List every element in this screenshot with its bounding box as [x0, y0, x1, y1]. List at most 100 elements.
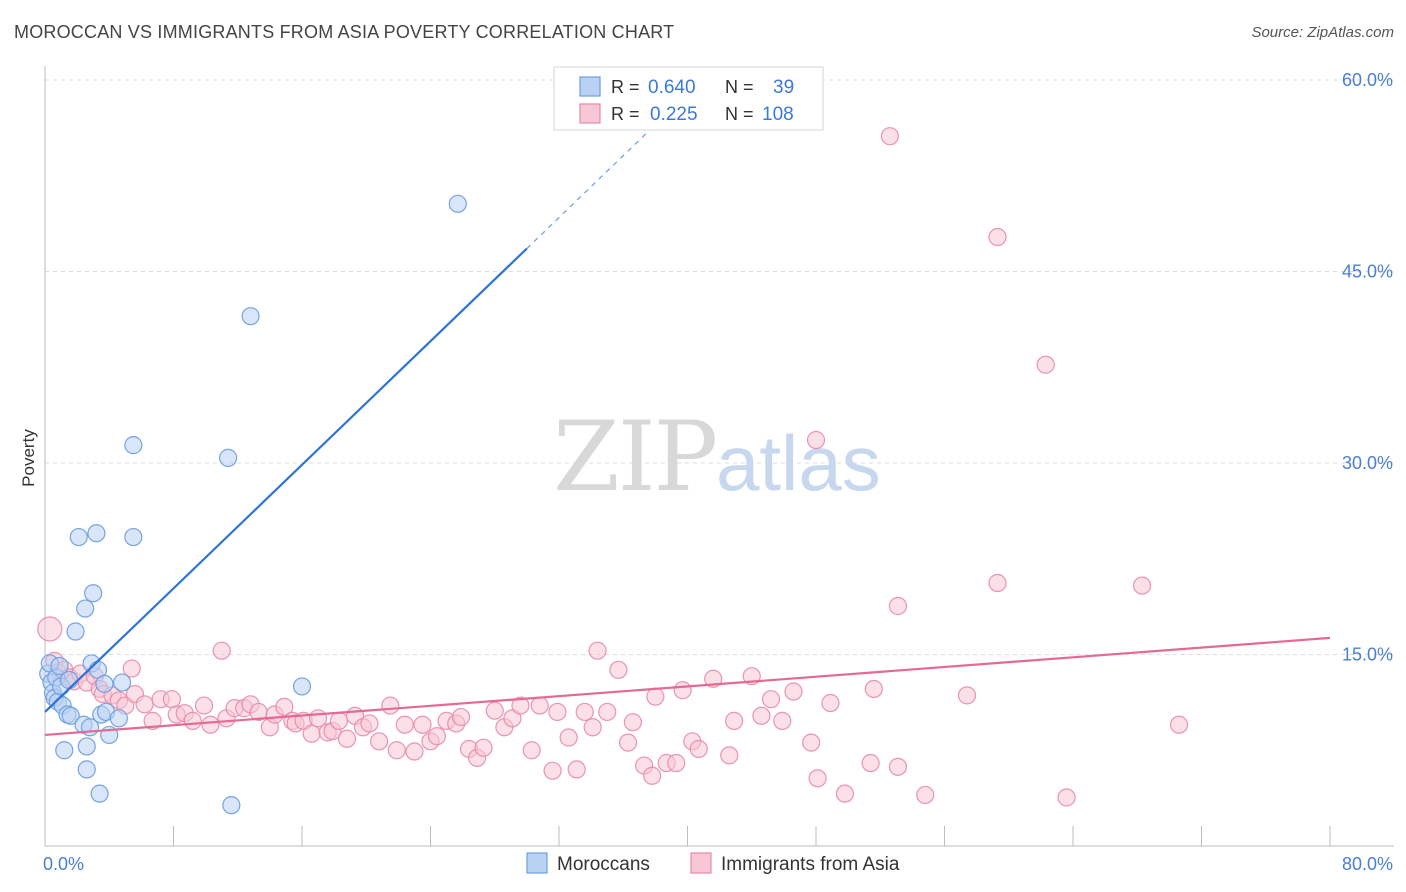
stats-pink-n-value: 108	[762, 104, 794, 125]
y-tick-label: 30.0%	[1342, 453, 1393, 473]
moroccans-point	[448, 194, 467, 213]
immigrants-asia-point	[451, 707, 471, 727]
moroccans-point	[69, 527, 88, 547]
moroccans-point	[87, 524, 106, 543]
immigrants-asia-point	[381, 696, 400, 715]
immigrants-asia-point	[575, 702, 594, 722]
immigrants-asia-point	[773, 711, 792, 730]
stats-blue-r-value: 0.640	[648, 77, 696, 98]
immigrants-asia-point	[337, 729, 357, 748]
immigrants-asia-point	[474, 738, 493, 757]
immigrants-asia-point	[598, 702, 617, 722]
legend-asia-swatch	[690, 852, 712, 874]
immigrants-asia-point	[329, 711, 349, 730]
chart-title: MOROCCAN VS IMMIGRANTS FROM ASIA POVERTY…	[14, 22, 675, 42]
immigrants-asia-point	[667, 753, 686, 773]
immigrants-asia-point	[835, 784, 855, 803]
immigrants-asia-point	[646, 687, 665, 706]
immigrants-asia-point	[861, 753, 880, 773]
stats-legend-box: R = 0.640 N = 39 R = 0.225 N = 108	[553, 66, 824, 131]
x-tick-label-max: 80.0%	[1342, 854, 1393, 874]
immigrants-asia-point	[522, 741, 541, 760]
moroccans-point	[77, 737, 96, 756]
immigrants-asia-point	[405, 742, 424, 761]
immigrants-asia-point	[122, 659, 141, 678]
legend-moroccans-label: Moroccans	[557, 854, 650, 875]
immigrants-asia-point	[37, 616, 63, 642]
immigrants-asia-point	[194, 696, 214, 715]
immigrants-asia-point	[643, 766, 662, 785]
immigrants-asia-point	[302, 724, 321, 743]
legend-asia-label: Immigrants from Asia	[721, 854, 900, 875]
immigrants-asia-point	[784, 682, 803, 701]
series-legend: Moroccans Immigrants from Asia	[526, 852, 900, 875]
immigrants-asia-points	[37, 127, 1189, 807]
immigrants-asia-point	[752, 706, 771, 725]
trend-lines	[44, 124, 1331, 737]
y-tick-label: 15.0%	[1342, 645, 1393, 665]
watermark-zip: ZIP	[553, 401, 716, 513]
moroccans-point	[112, 673, 132, 692]
y-axis-title-group: Poverty	[19, 429, 38, 487]
immigrants-asia-point	[888, 757, 908, 776]
immigrants-asia-point	[485, 701, 504, 720]
stats-blue-n-label: N =	[725, 77, 754, 97]
immigrants-asia-point	[588, 641, 607, 660]
immigrants-asia-point	[673, 681, 692, 700]
immigrants-asia-point	[802, 733, 821, 752]
moroccans-point	[95, 674, 114, 693]
y-axis-title: Poverty	[19, 429, 38, 487]
moroccans-point	[219, 448, 238, 467]
stats-blue-swatch	[579, 76, 601, 97]
moroccans-point	[90, 784, 109, 803]
immigrants-asia-point	[275, 697, 294, 716]
immigrants-asia-point	[395, 715, 414, 734]
immigrants-asia-point	[806, 430, 826, 450]
immigrants-asia-point	[143, 711, 162, 730]
y-tick-label: 45.0%	[1342, 262, 1393, 282]
immigrants-asia-point	[567, 760, 586, 779]
y-tick-label: 60.0%	[1342, 70, 1393, 90]
immigrants-asia-point	[387, 741, 406, 760]
legend-moroccans-swatch	[526, 852, 548, 874]
immigrants-asia-point	[821, 693, 840, 713]
x-tick-label-min: 0.0%	[43, 854, 84, 874]
immigrants-asia-point	[162, 690, 181, 709]
moroccans-point	[109, 709, 128, 728]
gridlines	[45, 79, 1394, 655]
immigrants-asia-point	[427, 727, 447, 746]
immigrants-asia-point	[988, 573, 1007, 593]
immigrants-asia-point	[543, 761, 562, 780]
stats-pink-r-value: 0.225	[650, 104, 698, 125]
moroccans-point	[66, 622, 85, 641]
immigrants-asia-point	[135, 695, 154, 714]
stats-pink-n-label: N =	[725, 104, 754, 124]
watermark: ZIP atlas	[553, 401, 881, 513]
stats-pink-r-label: R =	[611, 104, 640, 124]
immigrants-asia-point	[957, 686, 977, 705]
moroccans-point	[77, 760, 96, 779]
immigrants-asia-point	[623, 713, 642, 732]
immigrants-asia-point	[618, 733, 638, 752]
immigrants-asia-point	[689, 739, 708, 759]
stats-pink-swatch	[579, 103, 601, 124]
immigrants-asia-point	[183, 711, 202, 730]
moroccans-trend-line	[44, 247, 528, 713]
moroccans-point	[50, 656, 69, 676]
immigrants-asia-trend-line	[44, 636, 1331, 737]
immigrants-asia-point	[370, 732, 389, 751]
immigrants-asia-point	[609, 660, 628, 679]
moroccans-point	[241, 307, 260, 326]
moroccans-point	[59, 670, 79, 690]
moroccans-point	[222, 796, 241, 815]
immigrants-asia-point	[583, 718, 602, 737]
chart-source: Source: ZipAtlas.com	[1251, 24, 1394, 41]
moroccans-points	[39, 194, 467, 815]
immigrants-asia-point	[880, 127, 899, 146]
moroccans-point	[76, 599, 95, 618]
immigrants-asia-point	[548, 702, 567, 722]
immigrants-asia-point	[530, 696, 549, 715]
moroccans-point	[124, 527, 143, 547]
immigrants-asia-point	[1036, 355, 1055, 374]
